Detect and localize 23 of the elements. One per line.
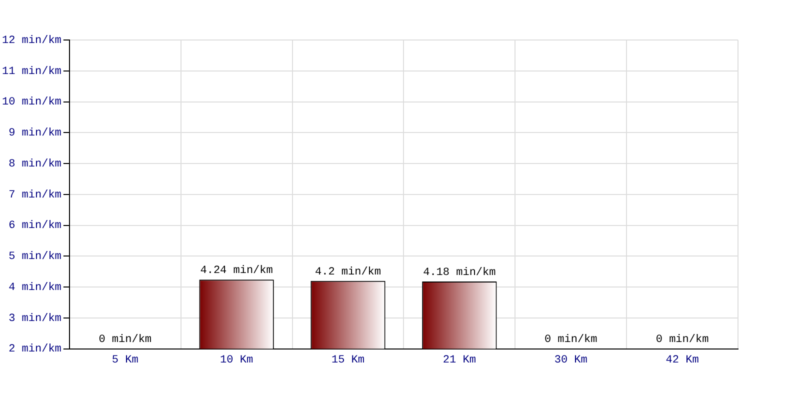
x-tick-label: 30 Km [554, 354, 588, 366]
y-tick-label: 11 min/km [2, 66, 62, 78]
x-tick-label: 42 Km [666, 354, 700, 366]
y-tick-label: 12 min/km [2, 34, 62, 47]
y-tick-label: 5 min/km [8, 251, 62, 264]
x-tick-label: 15 Km [331, 354, 365, 366]
y-tick-label: 9 min/km [8, 128, 62, 140]
text: 0 min/km [656, 334, 709, 346]
y-tick-label: 4 min/km [8, 282, 62, 294]
text: 0 min/km [98, 334, 152, 346]
y-tick-label: 10 min/km [2, 96, 62, 109]
y-tick-label: 7 min/km [8, 189, 62, 202]
y-tick-label: 8 min/km [8, 158, 62, 170]
y-tick-label: 2 min/km [8, 344, 62, 356]
x-tick-label: 21 Km [442, 354, 476, 366]
data-label: 4.2 min/km [314, 266, 382, 278]
y-tick-label: 3 min/km [8, 312, 62, 325]
data-label: 4.18 min/km [423, 266, 496, 279]
data-label: 4.24 min/km [200, 265, 274, 278]
y-tick-label: 6 min/km [8, 220, 62, 232]
x-tick-label: 10 Km [220, 354, 254, 366]
text: 0 min/km [544, 334, 598, 346]
x-tick-label: 5 Km [112, 354, 139, 366]
